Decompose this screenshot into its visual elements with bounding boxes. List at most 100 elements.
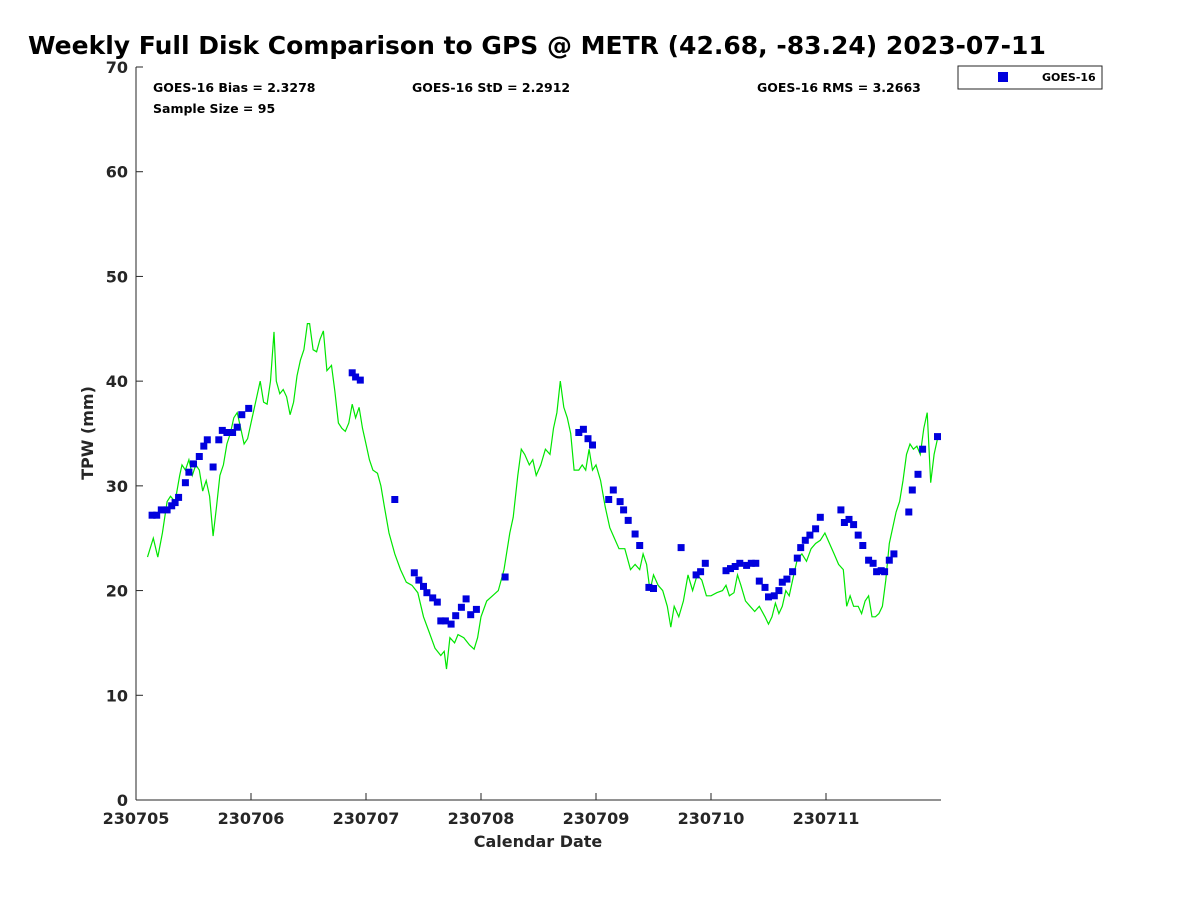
legend: GOES-16 [957,65,1103,90]
goes16-points [148,369,941,628]
goes16-point [722,567,730,575]
goes16-point [797,544,805,552]
goes16-point [245,404,253,412]
x-ticks: 230705 230706 230707 230708 230709 230710 2307… [103,793,859,828]
goes16-point [727,565,734,573]
x-tick-label: 230705 [103,809,170,828]
goes16-point [472,605,480,613]
goes16-point [873,568,881,576]
goes16-point [778,578,786,586]
goes16-point [692,571,700,579]
goes16-point [743,561,751,569]
goes16-point [677,544,685,552]
y-tick-label: 30 [106,477,128,496]
y-tick-label: 60 [106,163,128,182]
goes16-point [195,453,203,460]
goes16-point [157,506,165,514]
goes16-point [609,486,617,494]
stat-sample-size: Sample Size = 95 [153,101,275,116]
goes16-point [793,554,801,562]
goes16-point [645,583,653,591]
goes16-point [584,435,592,443]
goes16-point [190,460,197,468]
goes16-point [736,559,744,567]
goes16-point [200,442,208,450]
goes16-point [816,513,824,521]
goes16-point [233,423,241,431]
goes16-point [624,516,632,524]
goes16-point [153,511,161,519]
goes16-point [650,585,657,592]
legend-box [957,65,1103,90]
goes16-point [620,506,628,514]
goes16-point [452,612,460,620]
stat-std: GOES-16 StD = 2.2912 [412,80,570,95]
y-tick-label: 20 [106,582,128,601]
goes16-point [185,468,193,476]
goes16-point [885,556,893,564]
goes16-point [175,493,183,501]
goes16-point [812,525,820,533]
goes16-point [579,425,587,433]
goes16-point [731,563,739,570]
goes16-point [352,373,360,381]
goes16-point [761,583,769,591]
goes16-point [429,594,437,602]
goes16-point [441,617,449,625]
goes16-point [837,506,845,514]
goes16-point [462,595,470,603]
goes16-point [801,536,809,544]
goes16-point [457,603,465,611]
goes16-point [148,511,156,519]
goes16-point [631,530,639,538]
goes16-point [697,568,705,576]
x-tick-label: 230706 [218,809,285,828]
goes16-point [840,519,848,526]
legend-label: GOES-16 [1042,71,1096,84]
goes16-point [789,568,797,576]
goes16-point [869,559,877,567]
y-tick-label: 50 [106,267,128,286]
goes16-point [433,598,441,606]
goes16-point [616,498,624,506]
x-axis-label: Calendar Date [474,832,603,851]
goes16-point [845,515,853,523]
stat-bias: GOES-16 Bias = 2.3278 [153,80,315,95]
goes16-point [850,521,858,529]
plot-area [136,67,941,800]
goes16-point [415,576,423,584]
goes16-point [420,582,427,590]
goes16-point [410,569,418,577]
goes16-point [391,496,399,503]
goes16-point [765,593,772,601]
goes16-point [914,470,922,478]
x-tick-label: 230709 [563,809,630,828]
goes16-point [775,587,783,595]
goes16-point [919,445,927,453]
x-tick-label: 230707 [333,809,400,828]
goes16-point [203,436,211,444]
goes16-point [854,531,862,539]
goes16-point [229,429,237,436]
goes16-point [589,441,596,449]
goes16-point [356,376,364,384]
goes16-point [218,426,226,434]
goes16-point [905,508,913,516]
stat-rms: GOES-16 RMS = 3.2663 [757,80,921,95]
goes16-point [806,531,814,539]
x-tick-label: 230710 [678,809,745,828]
goes16-point [215,436,223,444]
goes16-point [501,573,509,581]
gps-series-line [146,323,939,670]
goes16-point [783,575,791,583]
goes16-point [238,411,246,419]
goes16-point [575,429,583,436]
goes16-point [223,429,231,436]
y-axis-label: TPW (mm) [78,386,97,480]
goes16-point [747,559,755,567]
goes16-point [437,617,445,625]
y-ticks: 0 10 20 30 40 50 60 70 [106,58,143,810]
goes16-point [770,592,778,600]
goes16-point [171,499,179,507]
